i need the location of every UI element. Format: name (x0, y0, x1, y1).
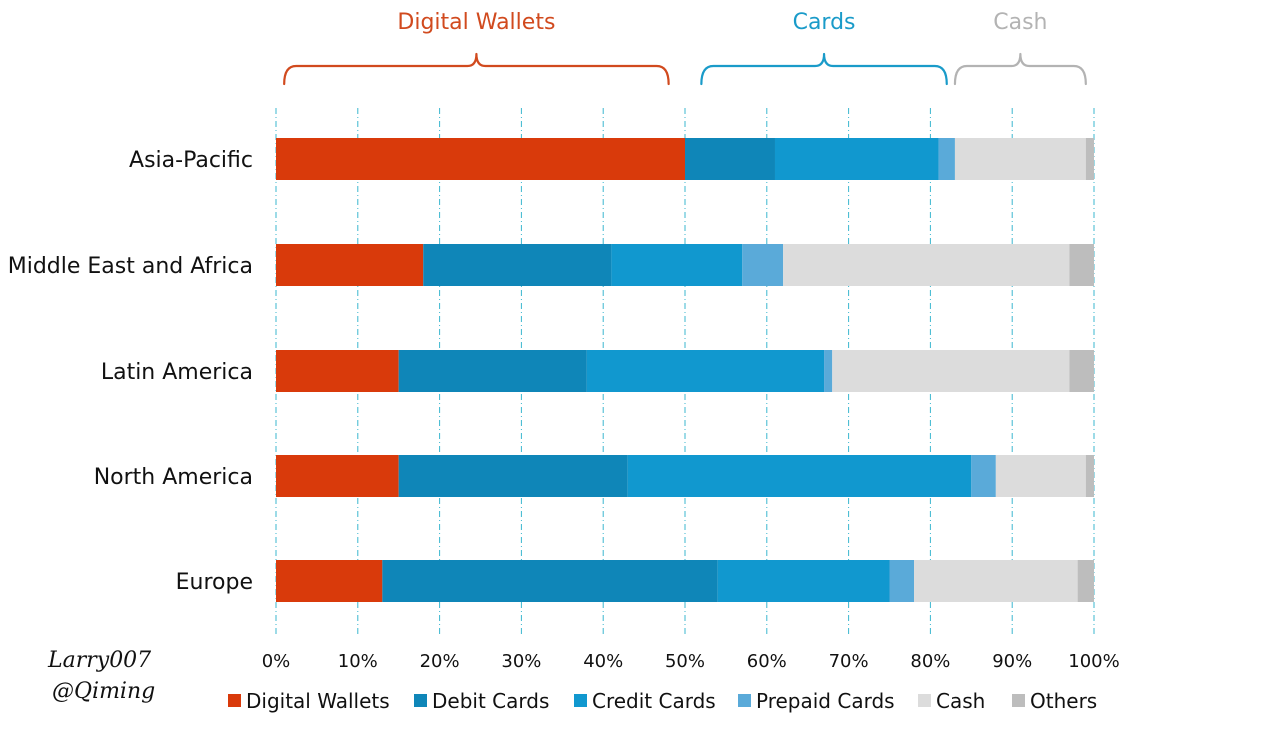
bar-middle-east-and-africa-cash (783, 244, 1070, 286)
bar-north-america-debit-cards (398, 455, 628, 497)
category-label-middle-east-and-africa: Middle East and Africa (8, 254, 253, 279)
x-tick-60: 60% (747, 651, 787, 672)
bar-north-america-credit-cards (627, 455, 972, 497)
bar-asia-pacific-credit-cards (774, 138, 939, 180)
category-labels: Asia-Pacific Middle East and Africa Latin … (8, 148, 253, 595)
legend-label-cash: Cash (936, 689, 985, 713)
legend-label-credit-cards: Credit Cards (592, 689, 716, 713)
x-tick-40: 40% (583, 651, 623, 672)
bar-middle-east-and-africa-others (1069, 244, 1094, 286)
legend-label-prepaid-cards: Prepaid Cards (756, 689, 895, 713)
bar-europe-digital-wallets (276, 560, 383, 602)
bar-europe-debit-cards (382, 560, 718, 602)
signature-line-1: Larry007 (47, 648, 151, 673)
category-label-north-america: North America (94, 465, 253, 490)
bar-asia-pacific-cash (954, 138, 1086, 180)
legend-swatch-others (1012, 694, 1025, 707)
bar-middle-east-and-africa-prepaid-cards (742, 244, 784, 286)
signature: Larry007 @Qiming (47, 648, 155, 704)
bar-asia-pacific-others (1085, 138, 1094, 180)
group-brace-cash (953, 52, 1087, 86)
bar-latin-america-prepaid-cards (824, 350, 833, 392)
bar-north-america-prepaid-cards (971, 455, 996, 497)
x-tick-30: 30% (501, 651, 541, 672)
bar-middle-east-and-africa-credit-cards (611, 244, 743, 286)
bar-asia-pacific-debit-cards (685, 138, 775, 180)
bar-north-america-cash (995, 455, 1086, 497)
x-tick-50: 50% (665, 651, 705, 672)
bar-asia-pacific-digital-wallets (276, 138, 685, 180)
group-label-digital-wallets: Digital Wallets (397, 10, 555, 35)
x-tick-labels: 0% 10% 20% 30% 40% 50% 60% 70% 80% 90% 100% (262, 651, 1120, 672)
x-tick-20: 20% (420, 651, 460, 672)
bar-latin-america-credit-cards (586, 350, 825, 392)
bar-europe-cash (914, 560, 1078, 602)
category-label-europe: Europe (176, 570, 253, 595)
bar-middle-east-and-africa-digital-wallets (276, 244, 424, 286)
bar-europe-prepaid-cards (889, 560, 915, 602)
legend-swatch-cash (918, 694, 931, 707)
bar-latin-america-debit-cards (398, 350, 587, 392)
bar-latin-america-cash (832, 350, 1070, 392)
legend-swatch-digital-wallets (228, 694, 241, 707)
group-label-cash: Cash (993, 10, 1047, 35)
legend-swatch-prepaid-cards (738, 694, 751, 707)
x-tick-90: 90% (992, 651, 1032, 672)
category-label-latin-america: Latin America (101, 360, 253, 385)
group-braces: Digital Wallets Cards Cash (283, 10, 1087, 86)
x-tick-0: 0% (262, 651, 291, 672)
group-brace-cards (700, 52, 948, 86)
bar-latin-america-digital-wallets (276, 350, 399, 392)
bar-latin-america-others (1069, 350, 1094, 392)
bar-asia-pacific-prepaid-cards (938, 138, 955, 180)
legend-swatch-credit-cards (574, 694, 587, 707)
bars (276, 138, 1094, 602)
bar-north-america-others (1085, 455, 1094, 497)
signature-line-2: @Qiming (52, 679, 155, 704)
x-tick-80: 80% (910, 651, 950, 672)
x-tick-100: 100% (1068, 651, 1119, 672)
legend-label-others: Others (1030, 689, 1097, 713)
legend: Digital Wallets Debit Cards Credit Cards Pr… (228, 689, 1097, 713)
group-brace-digital-wallets (283, 52, 670, 86)
bar-middle-east-and-africa-debit-cards (423, 244, 612, 286)
category-label-asia-pacific: Asia-Pacific (129, 148, 253, 173)
bar-north-america-digital-wallets (276, 455, 399, 497)
bar-europe-credit-cards (717, 560, 890, 602)
bar-europe-others (1077, 560, 1094, 602)
legend-swatch-debit-cards (414, 694, 427, 707)
x-tick-10: 10% (338, 651, 378, 672)
legend-label-digital-wallets: Digital Wallets (246, 689, 390, 713)
x-tick-70: 70% (829, 651, 869, 672)
legend-label-debit-cards: Debit Cards (432, 689, 549, 713)
group-label-cards: Cards (793, 10, 856, 35)
